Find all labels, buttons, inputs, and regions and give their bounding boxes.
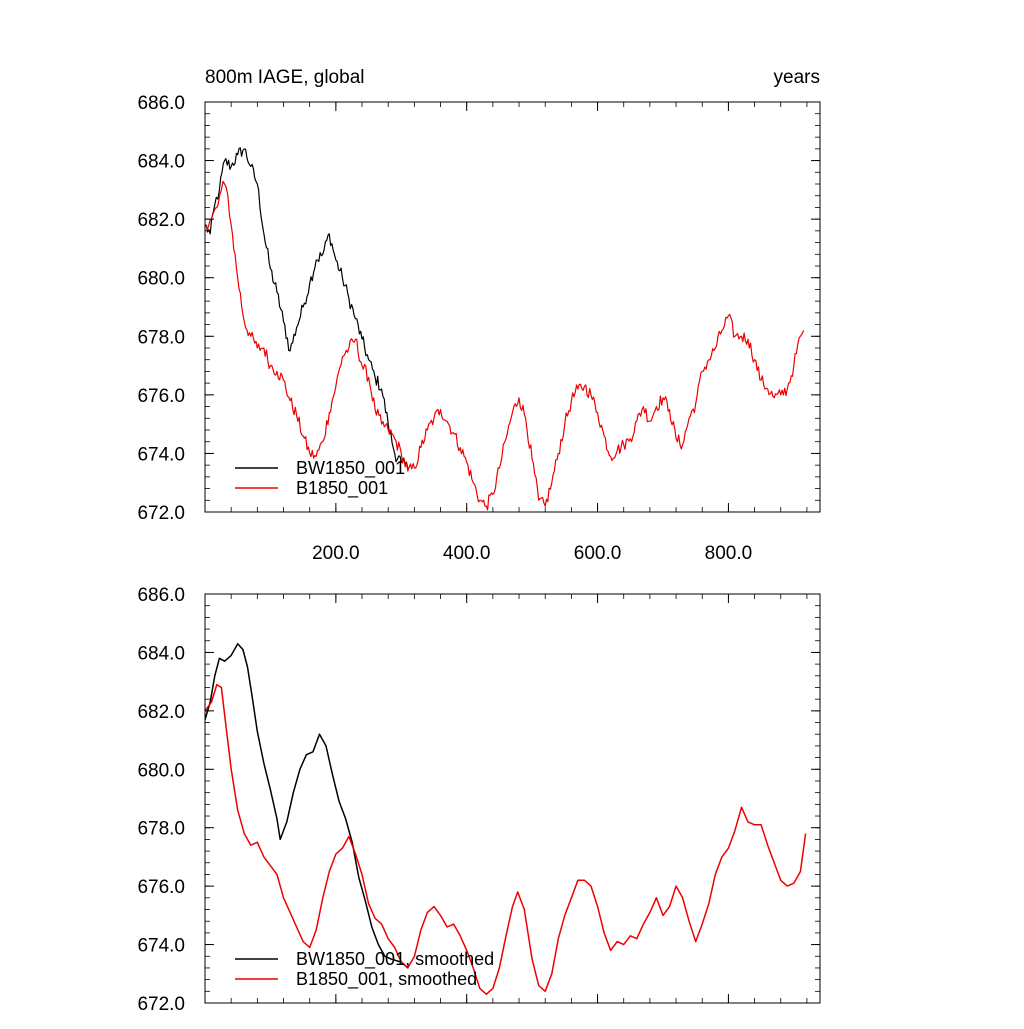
y-tick-label: 686.0 xyxy=(137,585,185,606)
x-tick-label: 400.0 xyxy=(443,543,491,564)
y-tick-label: 678.0 xyxy=(137,819,185,840)
legend-label: BW1850_001 xyxy=(296,458,405,479)
y-tick-label: 672.0 xyxy=(137,994,185,1015)
chart-title: 800m IAGE, global xyxy=(205,67,364,88)
x-tick-label: 800.0 xyxy=(705,543,753,564)
legend-label: B1850_001 xyxy=(296,478,388,499)
series-line-0 xyxy=(204,642,409,969)
y-tick-label: 674.0 xyxy=(137,444,185,465)
y-tick-label: 676.0 xyxy=(137,386,185,407)
x-tick-label: 600.0 xyxy=(574,543,622,564)
y-tick-label: 672.0 xyxy=(137,503,185,524)
y-tick-label: 684.0 xyxy=(137,152,185,173)
x-tick-label: 200.0 xyxy=(312,543,360,564)
panel-bottom: 672.0 674.0 676.0 678.0 680.0 682.0 684.0 686.0… xyxy=(137,585,821,1015)
y-tick-label: 676.0 xyxy=(137,877,185,898)
legend-label: BW1850_001, smoothed xyxy=(296,949,494,970)
y-tick-label: 682.0 xyxy=(137,210,185,231)
series-line-1 xyxy=(204,180,805,511)
units-label: years xyxy=(774,67,820,88)
y-tick-label: 684.0 xyxy=(137,643,185,664)
y-tick-label: 680.0 xyxy=(137,760,185,781)
y-tick-label: 680.0 xyxy=(137,269,185,290)
series-line-0 xyxy=(204,147,409,469)
y-tick-label: 686.0 xyxy=(137,93,185,114)
panel-top: 672.0 674.0 676.0 678.0 680.0 682.0 684.0 686.0… xyxy=(137,93,821,564)
y-tick-label: 678.0 xyxy=(137,327,185,348)
legend-label: B1850_001, smoothed xyxy=(296,969,477,990)
series-line-1 xyxy=(204,683,807,995)
plot-frame xyxy=(204,593,821,1004)
y-tick-label: 682.0 xyxy=(137,702,185,723)
plot-frame xyxy=(204,101,821,513)
y-tick-label: 674.0 xyxy=(137,936,185,957)
